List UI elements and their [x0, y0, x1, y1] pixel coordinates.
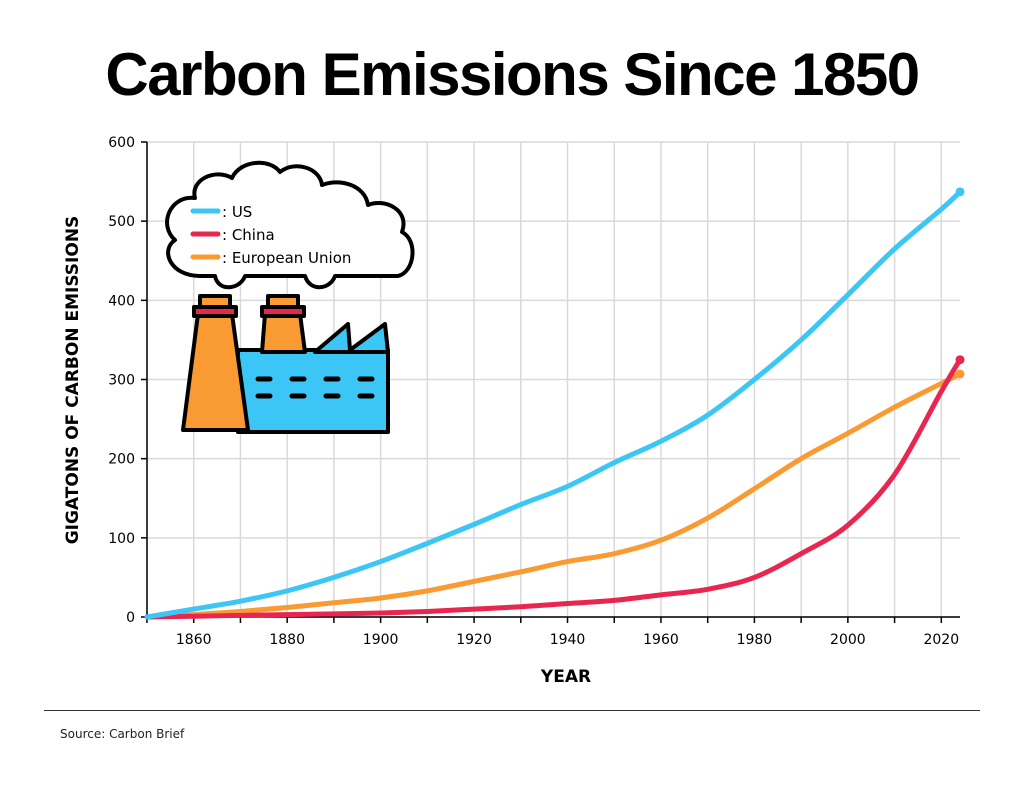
- series-line-european-union: [144, 371, 963, 620]
- x-tick-label: 1960: [643, 632, 679, 648]
- x-tick-label: 2000: [830, 632, 866, 648]
- chimney-large-icon: [181, 312, 250, 432]
- y-tick-label: 200: [108, 452, 135, 468]
- series-line-china: [144, 357, 963, 620]
- factory-building: [236, 348, 390, 434]
- y-tick-label: 600: [108, 135, 135, 151]
- y-tick-label: 0: [126, 610, 135, 626]
- legend-label: : China: [222, 226, 275, 244]
- axes: 0 100 200 300 400 500 600 1860 1880 1900 1920 1940 1…: [108, 135, 960, 648]
- x-tick-label: 1940: [550, 632, 586, 648]
- legend-label: : US: [222, 203, 252, 221]
- y-axis-label: GIGATONS OF CARBON EMISSIONS: [63, 216, 83, 545]
- x-tick-label: 1860: [176, 632, 212, 648]
- x-tick-label: 1920: [456, 632, 492, 648]
- end-point-european-union: [955, 369, 965, 379]
- series-line-us: [144, 189, 963, 620]
- x-tick-label: 1900: [363, 632, 399, 648]
- x-axis-label: YEAR: [540, 667, 591, 687]
- series-lines: [144, 187, 965, 620]
- x-tick-label: 1880: [269, 632, 305, 648]
- y-tick-label: 300: [108, 373, 135, 389]
- factory-roof-icon: [313, 322, 390, 354]
- chimney-small-icon: [260, 312, 307, 354]
- legend: : US : China : European Union: [190, 203, 351, 267]
- end-point-us: [955, 187, 965, 197]
- legend-label: : European Union: [222, 249, 351, 267]
- y-tick-label: 400: [108, 293, 135, 309]
- chart-title: Carbon Emissions Since 1850: [105, 41, 920, 108]
- source-note: Source: Carbon Brief: [60, 727, 185, 741]
- cloud-icon: [165, 160, 415, 290]
- divider: [44, 710, 980, 711]
- y-tick-label: 500: [108, 214, 135, 230]
- x-tick-label: 2020: [923, 632, 959, 648]
- y-tick-label: 100: [108, 531, 135, 547]
- end-point-china: [955, 355, 965, 365]
- x-tick-label: 1980: [737, 632, 773, 648]
- factory-legend-illustration: [165, 160, 415, 434]
- chimney-band-icon: [192, 305, 238, 318]
